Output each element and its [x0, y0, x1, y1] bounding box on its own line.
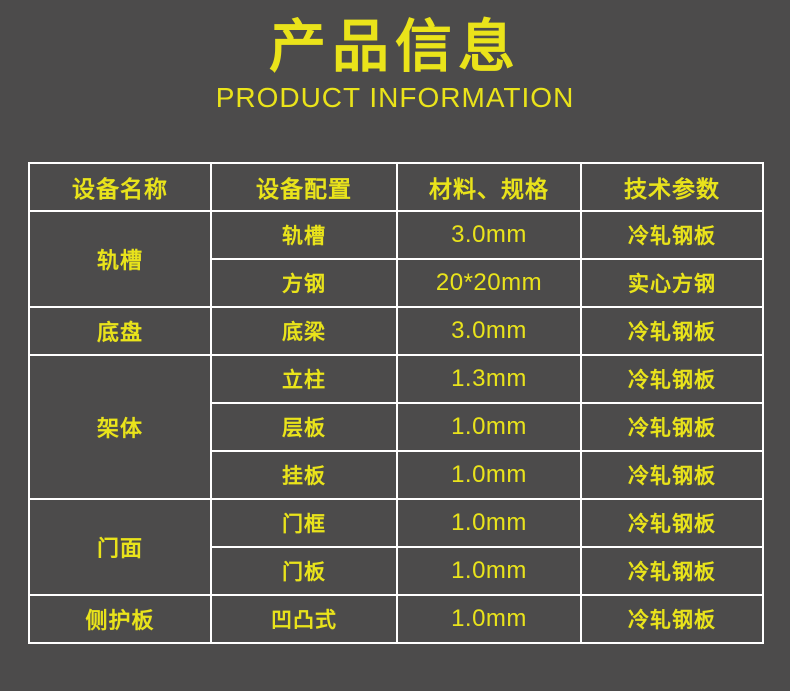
- cell-spec: 1.0mm: [396, 450, 582, 500]
- cell-param: 冷轧钢板: [580, 546, 764, 596]
- product-info-table: 设备名称 设备配置 材料、规格 技术参数 轨槽 轨槽 3.0mm 冷轧钢板 方钢…: [28, 162, 764, 644]
- cell-config: 立柱: [210, 354, 398, 404]
- table-row: 侧护板 凹凸式 1.0mm 冷轧钢板: [28, 594, 764, 644]
- table-row: 门板 1.0mm 冷轧钢板: [29, 546, 764, 596]
- header-tech-param: 技术参数: [580, 162, 764, 212]
- header-device-config: 设备配置: [210, 162, 398, 212]
- cell-config: 门板: [210, 546, 398, 596]
- table-row: 底盘 底梁 3.0mm 冷轧钢板: [28, 306, 764, 356]
- cell-spec: 1.3mm: [396, 354, 582, 404]
- cell-param: 实心方钢: [580, 258, 764, 308]
- table-row: 层板 1.0mm 冷轧钢板: [29, 402, 764, 452]
- cell-config: 底梁: [210, 306, 398, 356]
- cell-spec: 1.0mm: [396, 402, 582, 452]
- cell-param: 冷轧钢板: [580, 354, 764, 404]
- cell-spec: 3.0mm: [396, 210, 582, 260]
- cell-config: 轨槽: [210, 210, 398, 260]
- page-title: 产品信息: [269, 15, 521, 79]
- cell-spec: 1.0mm: [396, 498, 582, 548]
- cell-param: 冷轧钢板: [580, 306, 764, 356]
- page-subtitle: PRODUCT INFORMATION: [215, 81, 575, 113]
- cell-spec: 1.0mm: [396, 546, 582, 596]
- table-row: 门面 门框 1.0mm 冷轧钢板: [28, 498, 764, 596]
- table-row: 架体 立柱 1.3mm 冷轧钢板: [28, 354, 764, 500]
- cell-config: 挂板: [210, 450, 398, 500]
- cell-config: 凹凸式: [210, 594, 398, 644]
- table-row: 方钢 20*20mm 实心方钢: [29, 258, 764, 308]
- cell-group-name: 轨槽: [28, 210, 212, 308]
- table-row: 轨槽 轨槽 3.0mm 冷轧钢板: [28, 210, 764, 308]
- cell-spec: 1.0mm: [396, 594, 582, 644]
- cell-spec: 20*20mm: [396, 258, 582, 308]
- cell-group-name: 门面: [28, 498, 212, 596]
- cell-group-name: 底盘: [28, 306, 212, 356]
- cell-param: 冷轧钢板: [580, 594, 764, 644]
- cell-config: 方钢: [210, 258, 398, 308]
- cell-param: 冷轧钢板: [580, 450, 764, 500]
- cell-spec: 3.0mm: [396, 306, 582, 356]
- table-row: 挂板 1.0mm 冷轧钢板: [29, 450, 764, 500]
- header-device-name: 设备名称: [28, 162, 212, 212]
- cell-config: 门框: [210, 498, 398, 548]
- cell-param: 冷轧钢板: [580, 210, 764, 260]
- header-material-spec: 材料、规格: [396, 162, 582, 212]
- cell-param: 冷轧钢板: [580, 402, 764, 452]
- cell-config: 层板: [210, 402, 398, 452]
- cell-group-name: 架体: [28, 354, 212, 500]
- cell-param: 冷轧钢板: [580, 498, 764, 548]
- cell-group-name: 侧护板: [28, 594, 212, 644]
- table-header-row: 设备名称 设备配置 材料、规格 技术参数: [28, 162, 764, 212]
